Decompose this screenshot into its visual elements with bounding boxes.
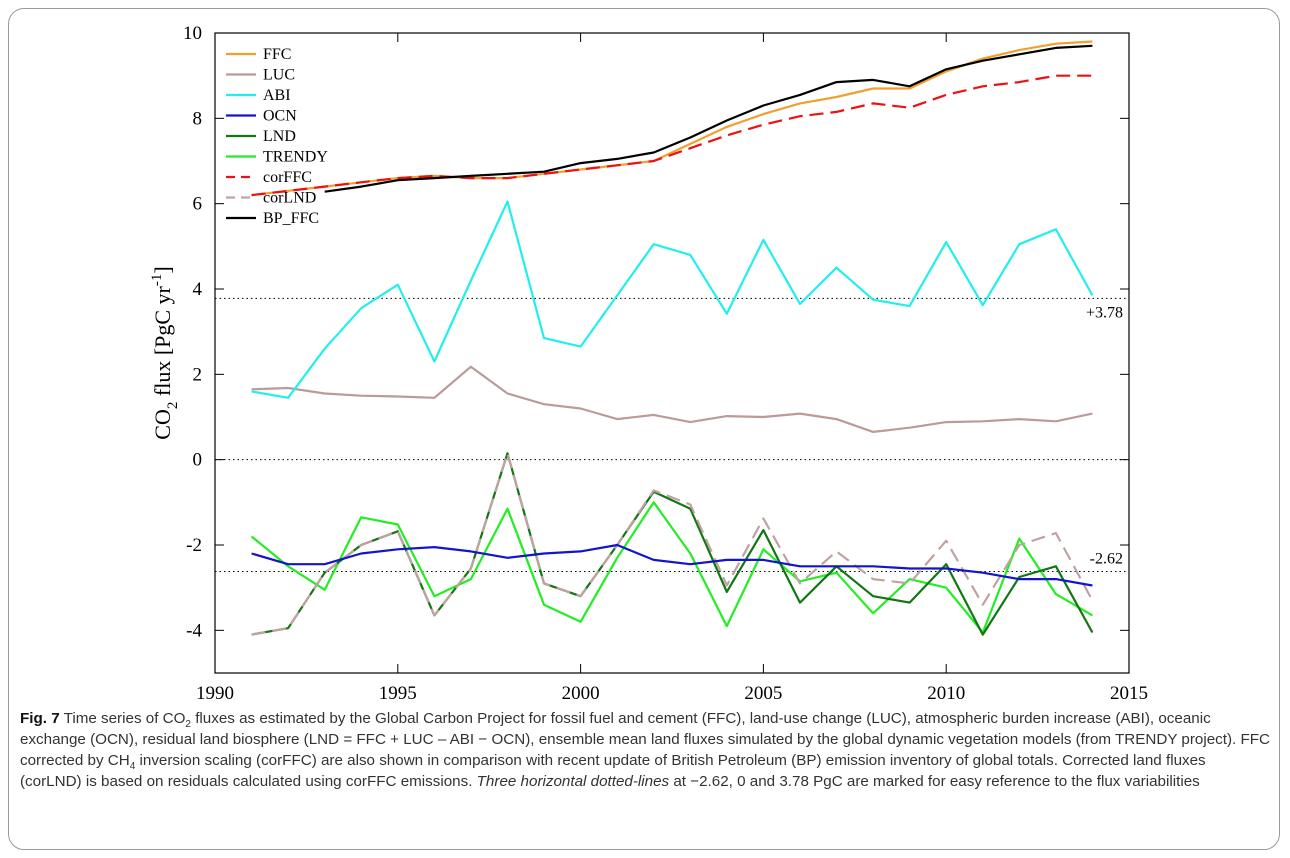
series-lines [250,40,1094,636]
y-tick-label: 10 [183,23,202,44]
series-line-ffc [251,40,1093,197]
legend-label: ABI [263,87,291,104]
series-line-corffc [251,74,1093,197]
x-tick-label: 2005 [744,683,782,700]
x-tick-label: 2015 [1110,683,1148,700]
figure-frame [8,8,1280,850]
legend-label: FFC [263,46,291,63]
y-axis-title: CO2 flux [PgC yr-1] [149,266,181,439]
series-line-lnd [251,452,1094,636]
y-tick-label: -4 [186,620,202,641]
reference-line-label: +3.78 [1086,304,1123,321]
x-tick-label: 1995 [379,683,417,700]
reference-lines: +3.78 -2.62 [215,297,1129,572]
series-line-bp-ffc [324,44,1093,193]
y-tick-label: -2 [186,535,202,556]
caption-text-1: Time series of CO [59,710,186,727]
caption-sub-2: 4 [129,761,136,773]
y-tick-label: 2 [193,364,203,385]
series-line-abi [251,200,1094,399]
axis-ticks: 1990 1995 2000 2005 2010 2015 -4 -2 0 2 4 6 8 10 [183,23,1148,700]
caption-text-2: fluxes as estimated by the Global Carbon… [20,710,1270,769]
x-tick-label: 2010 [927,683,965,700]
y-axis-title-post: ] [150,266,175,273]
y-tick-label: 6 [193,194,203,215]
y-tick-label: 0 [193,450,203,471]
series-line-ocn [251,543,1093,587]
y-axis-title-mid: flux [PgC yr [150,285,175,401]
legend-label: LND [263,128,296,145]
y-axis-title-sub: 2 [165,402,181,410]
x-tick-label: 1990 [196,683,234,700]
caption-text-3: inversion scaling (corFFC) are also show… [20,752,1206,790]
figure-caption: Fig. 7 Time series of CO2 fluxes as esti… [20,708,1270,792]
y-tick-label: 8 [193,108,203,129]
caption-text-4: at −2.62, 0 and 3.78 PgC are marked for … [669,773,1200,790]
series-line-corlnd [251,452,1094,636]
plot-frame [214,32,1130,674]
caption-sub-1: 2 [185,719,191,731]
legend-label: OCN [263,108,297,125]
caption-fig-label: Fig. 7 [20,710,60,727]
y-tick-label: 4 [193,279,203,300]
caption-italic: Three horizontal dotted-lines [476,773,670,790]
legend-label: BP_FFC [263,210,319,227]
legend-label: corFFC [263,169,312,186]
x-tick-label: 2000 [562,683,600,700]
legend-label: TRENDY [263,149,328,166]
legend-label: LUC [263,67,295,84]
series-line-luc [251,365,1093,433]
legend-label: corLND [263,190,316,207]
reference-line-label: -2.62 [1090,550,1123,567]
y-axis-title-sup: -1 [149,274,165,287]
series-line-trendy [250,501,1093,634]
legend: FFC LUC ABI OCN LND TRENDY corFFC corLND BP_FFC [226,46,328,227]
y-axis-title-pre: CO [150,409,175,440]
chart: +3.78 -2.62 1990 1995 2000 2005 2010 2015 -4 -2 0… [149,23,1148,700]
